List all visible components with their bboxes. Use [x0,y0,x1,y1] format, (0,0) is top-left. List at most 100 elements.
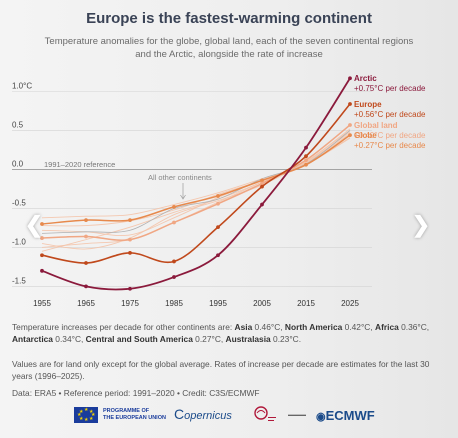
y-tick-label: -1.5 [12,276,26,285]
europe-point [260,184,264,189]
globe-line [41,134,351,225]
global-land-label: Global land [354,121,398,130]
europe-point [216,225,220,230]
globe-point [128,218,132,223]
annotations: 1991–2020 reference All other continents [44,160,212,200]
arctic-point [40,268,44,273]
other-continents-arrowhead [180,194,186,200]
series-lines [40,76,352,291]
y-tick-label: 0.0 [12,159,24,168]
europe-point [84,261,88,265]
continent-africa-rate: 0.36°C, [398,322,430,332]
continent-central-south-america: Central and South America [85,334,193,344]
arctic-point [348,76,352,81]
arctic-point [216,253,220,258]
global-land-point [216,201,220,206]
global-land-point [260,181,264,186]
continent-rates-note: Temperature increases per decade for oth… [12,321,448,345]
other-continent-line [41,128,351,248]
subtitle-line-2: and the Arctic, alongside the rate of in… [135,48,323,60]
global-land-line [41,124,351,241]
continent-australasia: Australasia [225,334,271,344]
continent-asia-rate: 0.46°C, [252,322,285,332]
arctic-label: Arctic [354,74,377,83]
partner-logos: ★ ★ ★ ★ ★ ★ ★ ★ PROGRAMME OF THE EUROPEAN UNION… [74,405,375,425]
global-land-point [128,237,132,242]
other-continent-line [41,131,351,252]
continent-north-america-rate: 0.42°C, [342,322,376,332]
ecmwf-text: ECMWF [325,408,375,423]
global-land-point [172,220,176,225]
y-axis-labels: 1.0°C 0.5 0.0 -0.5 -1.0 -1.5 [12,81,32,285]
x-tick-label: 2015 [297,299,315,308]
dashed-land-line [41,124,351,241]
climate-change-service-logo-icon [254,406,276,421]
global-land-rate-label: +0.40°C per decade [354,131,426,140]
continent-central-south-america-rate: 0.27°C, [192,334,226,344]
x-tick-label: 1985 [165,299,183,308]
values-note: Values are for land only except for the … [12,359,430,381]
continent-asia: Asia [234,322,253,332]
europe-point [304,154,308,159]
reference-label: 1991–2020 reference [44,160,115,169]
eu-flag-icon: ★ ★ ★ ★ ★ ★ ★ ★ [74,407,98,423]
arctic-point [128,286,132,291]
arctic-point [172,275,176,279]
credit-line: Data: ERA5 • Reference period: 1991–2020… [12,388,260,398]
global-land-point [348,123,352,127]
ecmwf-logo: ◉ECMWF [316,408,375,423]
globe-point [172,204,176,209]
continent-australasia-rate: 0.23°C. [270,334,302,344]
globe-point [84,218,88,223]
globe-point [304,162,308,167]
series-labels: Arctic+0.75°C per decade Europe+0.56°C pe… [354,74,426,150]
copernicus-text: opernicus [184,410,232,422]
arctic-point [304,145,308,150]
x-tick-label: 1995 [209,299,227,308]
europe-point [348,102,352,106]
continent-antarctica-rate: 0.34°C, [52,334,86,344]
globe-point [216,194,220,198]
europe-point [172,259,176,264]
previous-chart-button[interactable]: ❮ [24,212,44,237]
grid [12,91,372,287]
y-tick-label: 0.5 [12,120,24,129]
continent-rates-prefix: Temperature increases per decade for oth… [12,322,235,332]
globe-point [260,178,264,183]
arctic-point [84,284,88,289]
other-continent-line [41,130,351,250]
europe-rate-label: +0.56°C per decade [354,110,426,119]
globe-label: Globe [354,131,377,140]
global-land-point [40,236,44,240]
x-axis-labels: 1955 1965 1975 1985 1995 2005 2015 2025 [33,299,359,308]
eu-programme-text: PROGRAMME OF THE EUROPEAN UNION [103,408,166,421]
continent-north-america: North America [284,322,343,332]
globe-point [348,133,352,138]
globe-point [40,222,44,226]
europe-label: Europe [354,100,382,109]
eu-line-1: PROGRAMME OF [103,408,150,414]
arctic-line [41,77,351,291]
x-tick-label: 1965 [77,299,95,308]
y-tick-label: -1.0 [12,237,26,246]
next-chart-button[interactable]: ❯ [411,212,431,237]
europe-point [40,253,44,258]
chart-subtitle: Temperature anomalies for the globe, glo… [20,36,438,61]
other-continents-lines [41,124,351,252]
other-continents-label: All other continents [148,173,212,182]
arctic-rate-label: +0.75°C per decade [354,84,426,93]
y-tick-label: 1.0°C [12,81,32,90]
europe-point [128,250,132,255]
x-tick-label: 1975 [121,299,139,308]
global-land-point [84,234,88,239]
continent-antarctica: Antarctica [12,334,53,344]
x-tick-label: 2025 [341,299,359,308]
line-chart: 1.0°C 0.5 0.0 -0.5 -1.0 -1.5 1955 1965 1975 1985… [12,74,426,308]
y-tick-label: -0.5 [12,198,26,207]
globe-rate-label: +0.27°C per decade [354,141,426,150]
arctic-point [260,202,264,207]
implemented-by-text-icon: ▬▬▬▬ [288,412,306,417]
copernicus-logo: Copernicus [174,406,232,422]
eu-line-2: THE EUROPEAN UNION [103,414,166,421]
